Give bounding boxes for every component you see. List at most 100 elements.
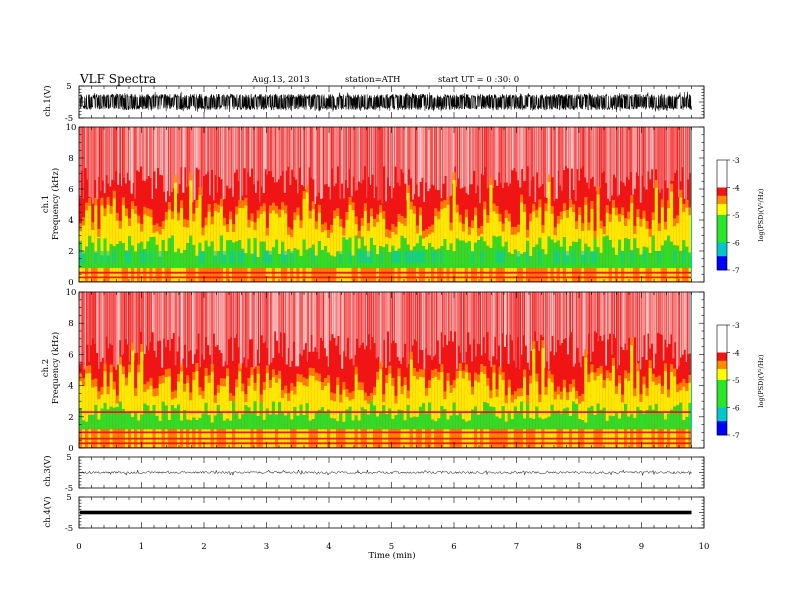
ch2-spectrogram-speckle [613, 292, 615, 335]
ch1-spectrogram-band-yellow [103, 216, 107, 239]
colorbar-swatch [717, 176, 727, 179]
ch2-spectrogram-band-green [183, 409, 187, 430]
ch1-spectrogram-ytick-label: 6 [68, 185, 73, 195]
ch2-spectrogram-band-green [550, 404, 554, 430]
ch2-spectrogram-band-yellow [369, 400, 373, 402]
colorbar-tick-label: -4 [732, 349, 740, 358]
ch2-spectrogram-band-yellow [520, 395, 524, 402]
ch2-spectrogram-band-yellow [501, 379, 505, 407]
colorbar-swatch [717, 403, 727, 406]
ch1-spectrogram-speckle [201, 127, 203, 197]
ch2-spectrogram-band-orange [314, 372, 318, 381]
ch2-spectrogram-band-yellow [651, 381, 655, 410]
ch2-spectrogram-band-green [602, 407, 606, 430]
ch1-spectrogram-speckle [331, 127, 334, 169]
ch1-spectrogram-speckle [128, 127, 131, 181]
ch1-spectrogram-band-low [336, 268, 340, 282]
ch2-spectrogram-band-yellow [161, 383, 165, 402]
ch1-spectrogram-band-yellow [222, 225, 226, 255]
colorbar-swatch [717, 432, 727, 435]
ch1-spectrogram-band-low [201, 268, 205, 282]
ch2-spectrogram-band-yellow [663, 371, 667, 420]
ch2-spectrogram-band-green [158, 421, 162, 430]
ch1-spectrogram-speckle [438, 127, 441, 191]
ch1-spectrogram-band-green [648, 253, 652, 269]
ch1-spectrogram-band-yellow [342, 235, 346, 238]
ch1-spectrogram-band-yellow [516, 232, 520, 257]
ch2-spectrogram-band-orange [287, 393, 291, 401]
ch2-spectrogram-band-green [523, 418, 527, 430]
ch1-spectrogram-band-orange [198, 187, 202, 196]
ch2-spectrogram-band-yellow [581, 401, 585, 421]
ch1-spectrogram-speckle [278, 127, 280, 180]
ch1-spectrogram-speckle [685, 127, 687, 202]
ch3-waveform-ytick-label: -5 [65, 484, 73, 494]
ch2-spectrogram-band-green [146, 405, 150, 430]
ch1-spectrogram-band-cyan [360, 251, 364, 264]
ch2-spectrogram-band-yellow [281, 397, 285, 413]
ch1-spectrogram-band-orange [149, 209, 153, 218]
ch2-spectrogram-speckle [549, 292, 552, 352]
ch1-spectrogram-speckle [681, 127, 684, 168]
colorbar-swatch [717, 408, 727, 411]
ch1-spectrogram-band-low [431, 268, 435, 282]
ch1-spectrogram-speckle [327, 127, 330, 187]
ch2-spectrogram-band-yellow [418, 376, 422, 407]
ch2-spectrogram-band-yellow [287, 400, 291, 413]
ch2-spectrogram-band-yellow [271, 377, 275, 402]
ch1-spectrogram-speckle [624, 127, 626, 186]
ch2-spectrogram-band-orange [305, 378, 309, 387]
ch1-spectrogram-speckle [450, 127, 452, 196]
ch1-spectrogram-band-cyan [495, 251, 499, 264]
colorbar-swatch [717, 249, 727, 252]
ch2-spectrogram-speckle [304, 292, 307, 344]
ch2-spectrogram-band-orange [581, 393, 585, 402]
ch2-spectrogram-speckle [674, 292, 676, 343]
ch1-spectrogram-band-yellow [565, 217, 569, 256]
ch1-spectrogram-band-orange [391, 224, 395, 232]
ch2-spectrogram-band-green [302, 415, 306, 430]
ch1-spectrogram-band-green [599, 252, 603, 269]
colorbar-swatch [717, 166, 727, 169]
ch1-spectrogram-band-green [550, 239, 554, 269]
ch2-spectrogram-speckle [561, 292, 563, 344]
ch1-spectrogram-band-green [513, 249, 517, 269]
ch1-spectrogram-band-orange [124, 208, 128, 217]
ch2-spectrogram-speckle [172, 292, 175, 334]
ch1-spectrogram-speckle [530, 127, 532, 181]
ch2-spectrogram-speckle [178, 292, 180, 337]
ch1-spectrogram-speckle [582, 127, 584, 167]
ch2-spectrogram-band-yellow [339, 402, 343, 413]
ch1-spectrogram-speckle [124, 127, 127, 184]
ch2-spectrogram-band-green [305, 403, 309, 430]
ch1-spectrogram-band-low [394, 268, 398, 282]
ch1-spectrogram-band-green [596, 247, 600, 269]
ch2-spectrogram-band-yellow [648, 368, 652, 406]
ch1-spectrogram-band-yellow [575, 228, 579, 243]
ch1-spectrogram-speckle [584, 127, 586, 178]
ch2-spectrogram-band-orange [183, 383, 187, 392]
ch1-spectrogram-band-green [679, 251, 683, 269]
ch1-spectrogram-band-orange [495, 205, 499, 214]
colorbar-swatch [717, 224, 727, 227]
ch1-spectrogram-band-orange [281, 202, 285, 210]
ch1-spectrogram-band-orange [360, 218, 364, 226]
header-start-ut: start UT = 0 :30: 0 [438, 75, 519, 85]
ch2-spectrogram-band-green [670, 409, 674, 430]
ch2-spectrogram-speckle [301, 292, 303, 356]
ch2-spectrogram-band-yellow [256, 373, 260, 417]
ch2-spectrogram-band-yellow [630, 345, 634, 414]
ch1-spectrogram-band-yellow [467, 234, 471, 241]
ch1-spectrogram-band-orange [605, 205, 609, 213]
ch2-spectrogram-band-orange [164, 369, 168, 378]
colorbar-swatch [717, 355, 727, 358]
colorbar-swatch [717, 325, 727, 327]
ch2-spectrogram-speckle [440, 292, 442, 333]
ch1-spectrogram-band-yellow [327, 237, 331, 253]
ch1-spectrogram-speckle [616, 127, 619, 197]
ch1-spectrogram-band-orange [425, 229, 429, 237]
ch1-spectrogram-band-low [357, 268, 361, 282]
ch1-spectrogram-band-green [400, 235, 404, 269]
colorbar-swatch [717, 344, 727, 347]
ch2-spectrogram-speckle [257, 292, 258, 350]
